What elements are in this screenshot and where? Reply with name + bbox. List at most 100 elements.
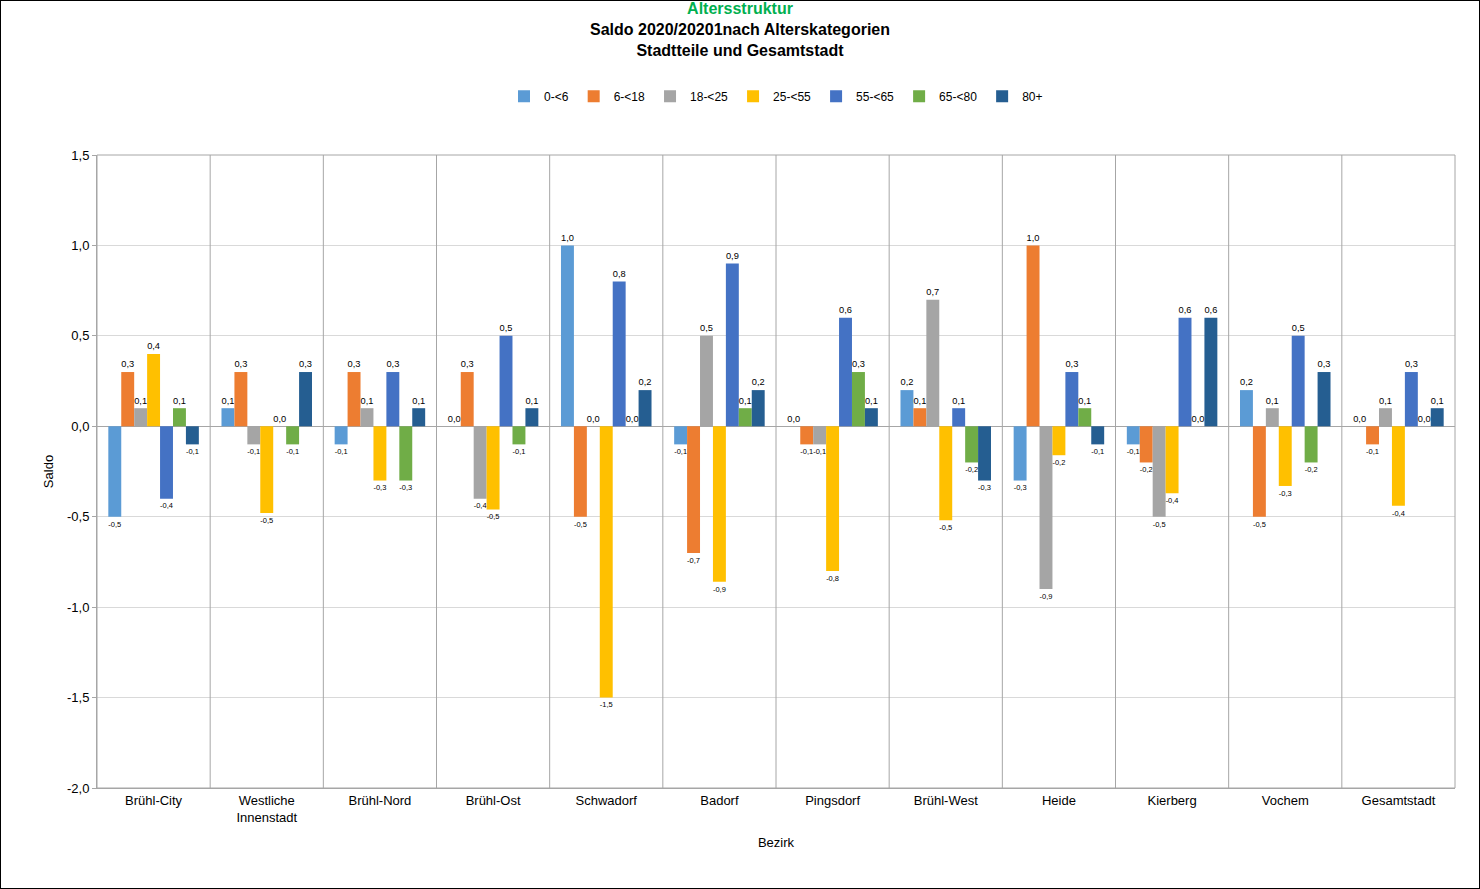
svg-text:Brühl-West: Brühl-West: [914, 793, 978, 808]
svg-text:-0,1: -0,1: [1127, 447, 1140, 456]
svg-text:-0,4: -0,4: [160, 501, 173, 510]
svg-text:0,2: 0,2: [639, 377, 652, 387]
svg-text:-0,1: -0,1: [800, 447, 813, 456]
svg-text:Brühl-City: Brühl-City: [125, 793, 183, 808]
svg-text:0,3: 0,3: [1318, 359, 1331, 369]
svg-text:Brühl-Nord: Brühl-Nord: [348, 793, 411, 808]
svg-text:Bezirk: Bezirk: [758, 835, 795, 850]
svg-text:-0,4: -0,4: [474, 501, 487, 510]
svg-text:Heide: Heide: [1042, 793, 1076, 808]
svg-text:0,1: 0,1: [739, 396, 752, 406]
svg-text:-0,5: -0,5: [260, 516, 273, 525]
svg-text:-0,5: -0,5: [939, 523, 952, 532]
svg-text:0-<6: 0-<6: [544, 90, 569, 104]
svg-text:-0,2: -0,2: [965, 465, 978, 474]
svg-text:-0,1: -0,1: [512, 447, 525, 456]
svg-text:1,5: 1,5: [71, 148, 89, 163]
svg-text:0,0: 0,0: [626, 414, 639, 424]
svg-text:0,3: 0,3: [1405, 359, 1418, 369]
svg-text:-0,1: -0,1: [1366, 447, 1379, 456]
svg-text:0,6: 0,6: [839, 305, 852, 315]
svg-text:0,1: 0,1: [361, 396, 374, 406]
svg-text:0,6: 0,6: [1179, 305, 1192, 315]
svg-text:Gesamtstadt: Gesamtstadt: [1362, 793, 1436, 808]
svg-text:-2,0: -2,0: [67, 781, 89, 796]
svg-text:-0,1: -0,1: [335, 447, 348, 456]
svg-text:0,2: 0,2: [752, 377, 765, 387]
svg-text:0,0: 0,0: [448, 414, 461, 424]
svg-text:1,0: 1,0: [561, 233, 574, 243]
svg-text:0,3: 0,3: [461, 359, 474, 369]
svg-text:WestlicheInnenstadt: WestlicheInnenstadt: [236, 793, 297, 825]
svg-text:Pingsdorf: Pingsdorf: [805, 793, 860, 808]
svg-text:-0,3: -0,3: [399, 483, 412, 492]
svg-text:-0,5: -0,5: [1153, 520, 1166, 529]
svg-text:0,1: 0,1: [913, 396, 926, 406]
svg-text:-0,9: -0,9: [713, 585, 726, 594]
svg-text:0,4: 0,4: [147, 341, 160, 351]
svg-text:18-<25: 18-<25: [690, 90, 728, 104]
svg-text:0,1: 0,1: [1379, 396, 1392, 406]
svg-text:0,1: 0,1: [952, 396, 965, 406]
svg-text:0,3: 0,3: [234, 359, 247, 369]
svg-text:-0,1: -0,1: [1091, 447, 1104, 456]
svg-text:0,3: 0,3: [852, 359, 865, 369]
svg-text:0,9: 0,9: [726, 251, 739, 261]
svg-text:0,0: 0,0: [1191, 414, 1204, 424]
svg-text:-0,3: -0,3: [1014, 483, 1027, 492]
svg-text:0,0: 0,0: [787, 414, 800, 424]
svg-text:Vochem: Vochem: [1262, 793, 1309, 808]
svg-text:0,0: 0,0: [273, 414, 286, 424]
svg-text:-0,1: -0,1: [247, 447, 260, 456]
svg-text:-0,3: -0,3: [373, 483, 386, 492]
svg-text:0,8: 0,8: [613, 269, 626, 279]
svg-text:0,1: 0,1: [1266, 396, 1279, 406]
svg-text:1,0: 1,0: [1027, 233, 1040, 243]
svg-text:0,3: 0,3: [299, 359, 312, 369]
svg-text:-0,5: -0,5: [487, 512, 500, 521]
svg-text:0,0: 0,0: [1418, 414, 1431, 424]
svg-text:-1,0: -1,0: [67, 600, 89, 615]
svg-text:0,5: 0,5: [500, 323, 513, 333]
svg-text:0,0: 0,0: [587, 414, 600, 424]
svg-text:-0,3: -0,3: [978, 483, 991, 492]
svg-text:Schwadorf: Schwadorf: [576, 793, 638, 808]
svg-text:0,0: 0,0: [71, 419, 89, 434]
svg-text:-0,4: -0,4: [1166, 496, 1179, 505]
svg-text:0,1: 0,1: [865, 396, 878, 406]
svg-text:-0,5: -0,5: [574, 520, 587, 529]
svg-text:0,3: 0,3: [348, 359, 361, 369]
svg-text:-0,5: -0,5: [108, 520, 121, 529]
svg-text:-0,1: -0,1: [286, 447, 299, 456]
svg-text:1,0: 1,0: [71, 238, 89, 253]
svg-text:0,5: 0,5: [700, 323, 713, 333]
svg-text:-0,9: -0,9: [1040, 592, 1053, 601]
svg-text:-0,8: -0,8: [826, 574, 839, 583]
svg-text:-0,1: -0,1: [186, 447, 199, 456]
svg-text:-0,5: -0,5: [1253, 520, 1266, 529]
svg-text:Kierberg: Kierberg: [1148, 793, 1197, 808]
svg-text:-0,1: -0,1: [674, 447, 687, 456]
svg-text:Saldo: Saldo: [41, 455, 56, 488]
svg-text:0,5: 0,5: [1292, 323, 1305, 333]
svg-text:0,1: 0,1: [525, 396, 538, 406]
svg-text:Badorf: Badorf: [700, 793, 739, 808]
svg-text:Brühl-Ost: Brühl-Ost: [466, 793, 521, 808]
svg-text:-0,2: -0,2: [1140, 465, 1153, 474]
svg-text:0,1: 0,1: [1431, 396, 1444, 406]
svg-text:0,7: 0,7: [926, 287, 939, 297]
svg-text:0,1: 0,1: [173, 396, 186, 406]
svg-text:-0,2: -0,2: [1305, 465, 1318, 474]
svg-text:55-<65: 55-<65: [856, 90, 894, 104]
svg-text:0,0: 0,0: [1353, 414, 1366, 424]
svg-text:0,3: 0,3: [121, 359, 134, 369]
svg-text:-0,5: -0,5: [67, 509, 89, 524]
svg-text:-0,1: -0,1: [813, 447, 826, 456]
svg-text:0,6: 0,6: [1204, 305, 1217, 315]
svg-text:-0,3: -0,3: [1279, 489, 1292, 498]
svg-text:0,2: 0,2: [1240, 377, 1253, 387]
svg-text:80+: 80+: [1022, 90, 1042, 104]
svg-text:-1,5: -1,5: [600, 700, 613, 709]
svg-text:-1,5: -1,5: [67, 690, 89, 705]
svg-text:0,3: 0,3: [386, 359, 399, 369]
